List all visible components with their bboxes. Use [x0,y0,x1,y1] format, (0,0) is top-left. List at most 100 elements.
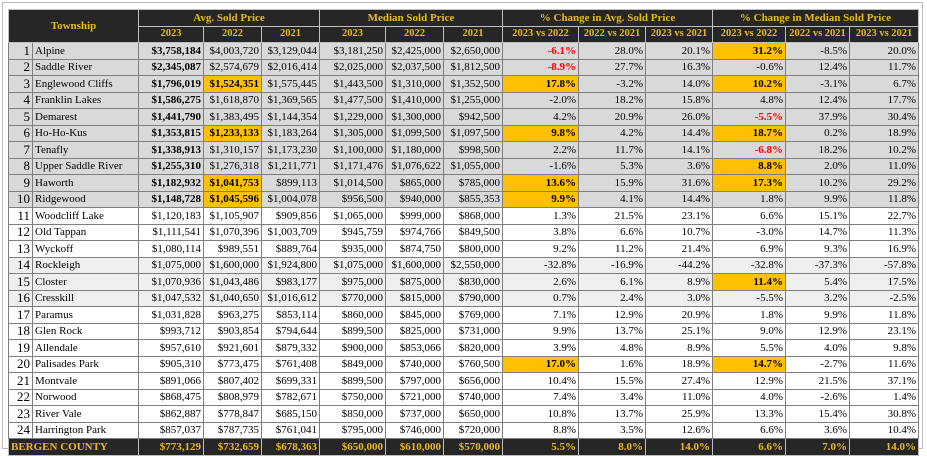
cell: $1,410,000 [385,91,444,109]
cell: $983,177 [261,273,320,291]
cell: $974,766 [385,223,444,241]
cell: $656,000 [443,372,503,390]
cell: 11.0% [848,157,920,175]
cell: -32.8% [502,256,579,274]
cell: 11.6% [848,355,920,373]
cell: 13.3% [712,405,786,423]
cell: $1,014,500 [319,174,386,192]
cell: $778,847 [203,405,262,423]
cell: 4.2% [502,108,579,126]
cell: $2,345,087 [138,58,204,76]
cell: $1,600,000 [385,256,444,274]
cell: 9.8% [502,124,579,142]
cell: $1,045,596 [203,190,262,208]
cell: 31.2% [712,42,786,60]
cell: $1,443,500 [319,75,386,93]
cell: 9.3% [785,240,850,258]
cell: $874,750 [385,240,444,258]
rank: 7 [8,141,33,159]
cell: $860,000 [319,306,386,324]
cell: $1,477,500 [319,91,386,109]
cell: $998,500 [443,141,503,159]
cell: $875,000 [385,273,444,291]
township-header: Township [8,9,139,43]
cell: 11.8% [848,306,920,324]
cell: $740,000 [443,388,503,406]
cell: 9.0% [712,322,786,340]
cell: 21.4% [645,240,713,258]
cell: 3.8% [502,223,579,241]
cell: 10.2% [712,75,786,93]
cell: 4.8% [578,339,646,357]
group-header: % Change in Avg. Sold Price [502,9,713,27]
cell: $945,759 [319,223,386,241]
cell: 7.1% [502,306,579,324]
cell: $1,120,183 [138,207,204,225]
subheader: 2022 [385,25,444,43]
cell: 10.4% [848,421,920,439]
cell: $2,037,500 [385,58,444,76]
cell: -5.5% [712,108,786,126]
cell: 6.6% [712,207,786,225]
rank: 5 [8,108,33,126]
table-row: 16 Cresskill $1,047,532 $1,040,650 $1,016,61… [8,289,920,307]
cell: -57.8% [848,256,920,274]
rank: 18 [8,322,33,340]
township: Old Tappan [32,223,139,241]
cell: -3.2% [578,75,646,93]
cell: 17.5% [848,273,920,291]
group-row: Township Avg. Sold Price Median Sold Pric… [8,9,920,43]
table-row: 8 Upper Saddle River $1,255,310 $1,276,318 $… [8,157,920,175]
township: River Vale [32,405,139,423]
cell: 16.9% [848,240,920,258]
cell: -2.0% [502,91,579,109]
cell: $790,000 [443,289,503,307]
township: Closter [32,273,139,291]
cell: $750,000 [319,388,386,406]
cell: $1,276,318 [203,157,262,175]
rank: 21 [8,372,33,390]
cell: 28.0% [578,42,646,60]
cell: $685,150 [261,405,320,423]
cell: $1,097,500 [443,124,503,142]
subheader: 2022 [203,25,262,43]
table-row: 1 Alpine $3,758,184 $4,003,720 $3,129,044 $3,… [8,42,920,60]
cell: $853,114 [261,306,320,324]
cell: $845,000 [385,306,444,324]
cell: 20.9% [645,306,713,324]
cell: $787,735 [203,421,262,439]
cell: $993,712 [138,322,204,340]
cell: 14.4% [645,124,713,142]
cell: $849,500 [443,223,503,241]
cell: 11.7% [578,141,646,159]
cell: 18.7% [712,124,786,142]
cell: $1,003,709 [261,223,320,241]
subheader: 2023 vs 2022 [712,25,786,43]
cell: $956,500 [319,190,386,208]
cell: $807,402 [203,372,262,390]
cell: 37.9% [785,108,850,126]
cell: $830,000 [443,273,503,291]
cell: $853,066 [385,339,444,357]
cell: -3.1% [785,75,850,93]
cell: 20.1% [645,42,713,60]
cell: 5.3% [578,157,646,175]
cell: $921,601 [203,339,262,357]
cell: 12.9% [785,322,850,340]
cell: 10.8% [502,405,579,423]
cell: -44.2% [645,256,713,274]
cell: $1,211,771 [261,157,320,175]
cell: 4.8% [712,91,786,109]
cell: $905,310 [138,355,204,373]
cell: $3,181,250 [319,42,386,60]
cell: 4.1% [578,190,646,208]
total-cell: 5.5% [502,438,579,456]
rank: 1 [8,42,33,60]
cell: $865,000 [385,174,444,192]
table-body: 1 Alpine $3,758,184 $4,003,720 $3,129,044 $3,… [8,42,920,439]
cell: $963,275 [203,306,262,324]
table-row: 9 Haworth $1,182,932 $1,041,753 $899,113 $1,0… [8,174,920,192]
cell: 9.9% [785,190,850,208]
cell: 6.7% [848,75,920,93]
table-row: 24 Harrington Park $857,037 $787,735 $761,04… [8,421,920,439]
